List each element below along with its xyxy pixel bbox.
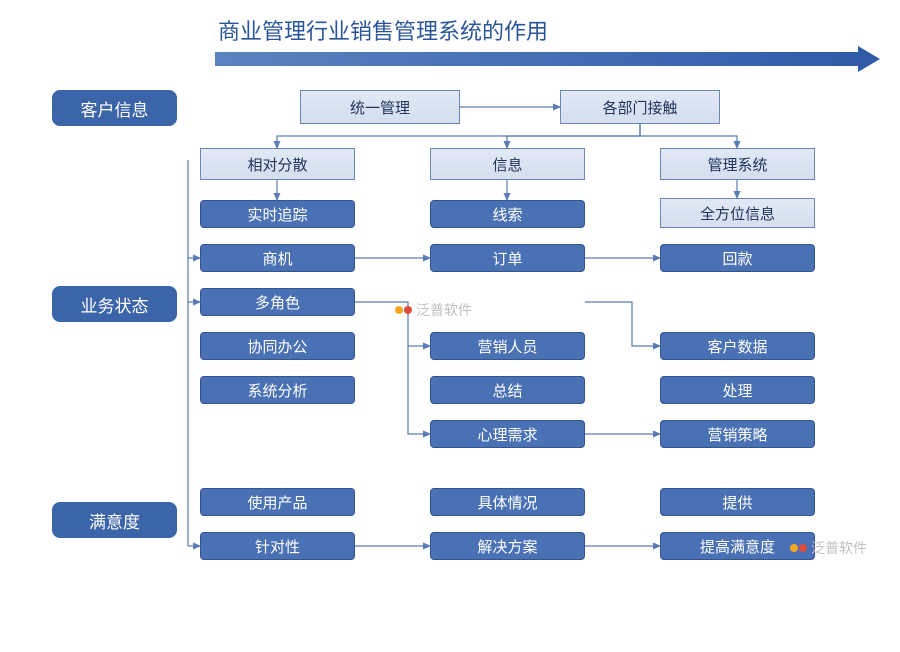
node-psych-need: 心理需求 [430,420,585,448]
watermark-text: 泛普软件 [416,300,472,320]
node-process: 处理 [660,376,815,404]
node-dept-contact: 各部门接触 [560,90,720,124]
watermark: 泛普软件 [395,300,472,320]
node-collab: 协同办公 [200,332,355,360]
watermark: 泛普软件 [790,538,867,558]
section-label-biz-status: 业务状态 [52,286,177,322]
node-realtime-track: 实时追踪 [200,200,355,228]
node-sales-staff: 营销人员 [430,332,585,360]
node-scattered: 相对分散 [200,148,355,180]
node-info: 信息 [430,148,585,180]
node-targeted: 针对性 [200,532,355,560]
header-arrow [215,52,880,66]
node-payment: 回款 [660,244,815,272]
node-unified-mgmt: 统一管理 [300,90,460,124]
node-all-info: 全方位信息 [660,198,815,228]
node-cust-data: 客户数据 [660,332,815,360]
node-order: 订单 [430,244,585,272]
node-multi-role: 多角色 [200,288,355,316]
node-sys-analysis: 系统分析 [200,376,355,404]
node-leads: 线索 [430,200,585,228]
section-label-customer-info: 客户信息 [52,90,177,126]
node-solution: 解决方案 [430,532,585,560]
node-mgmt-system: 管理系统 [660,148,815,180]
watermark-text: 泛普软件 [811,538,867,558]
node-summary: 总结 [430,376,585,404]
node-use-product: 使用产品 [200,488,355,516]
section-label-satisfaction: 满意度 [52,502,177,538]
diagram-title: 商业管理行业销售管理系统的作用 [218,14,548,46]
node-situation: 具体情况 [430,488,585,516]
node-opportunity: 商机 [200,244,355,272]
node-provide: 提供 [660,488,815,516]
node-mkt-strategy: 营销策略 [660,420,815,448]
